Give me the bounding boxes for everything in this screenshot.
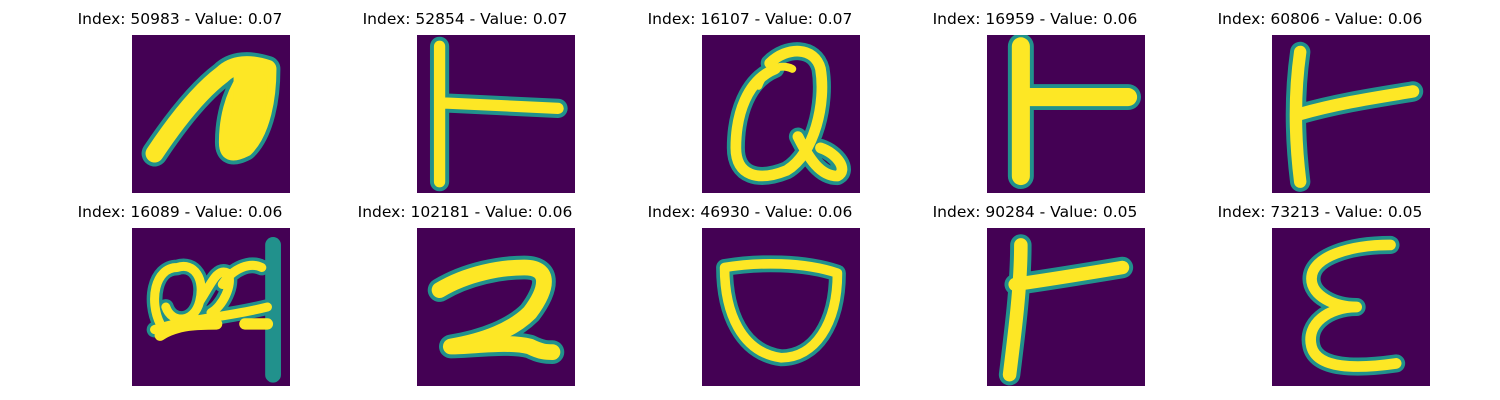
panel-title: Index: 16107 - Value: 0.07 [647,10,853,28]
image-panel-3: Index: 16107 - Value: 0.07 [600,0,900,200]
image-panel-9: Index: 90284 - Value: 0.05 [885,193,1185,393]
image-panel-8: Index: 46930 - Value: 0.06 [600,193,900,393]
digit-image-digit-2 [417,228,575,386]
image-panel-10: Index: 73213 - Value: 0.05 [1170,193,1470,393]
image-panel-6: Index: 16089 - Value: 0.06 [30,193,330,393]
digit-image-q-loop [702,35,860,193]
panel-title: Index: 90284 - Value: 0.05 [932,203,1138,221]
digit-image-n-blob [132,35,290,193]
digit-image-t-sideways-slanted [987,228,1145,386]
digit-image-epsilon [1272,228,1430,386]
panel-title: Index: 16089 - Value: 0.06 [77,203,283,221]
digit-image-t-sideways [417,35,575,193]
image-panel-2: Index: 52854 - Value: 0.07 [315,0,615,200]
panel-title: Index: 50983 - Value: 0.07 [77,10,283,28]
panel-title: Index: 102181 - Value: 0.06 [357,203,573,221]
digit-image-u-bowl [702,228,860,386]
image-panel-5: Index: 60806 - Value: 0.06 [1170,0,1470,200]
image-panel-7: Index: 102181 - Value: 0.06 [315,193,615,393]
panel-title: Index: 60806 - Value: 0.06 [1217,10,1423,28]
panel-title: Index: 16959 - Value: 0.06 [932,10,1138,28]
panel-title: Index: 73213 - Value: 0.05 [1217,203,1423,221]
digit-image-scribble [132,228,290,386]
image-panel-1: Index: 50983 - Value: 0.07 [30,0,330,200]
digit-image-t-sideways-thin [1272,35,1430,193]
digit-image-t-sideways-bold [987,35,1145,193]
image-panel-4: Index: 16959 - Value: 0.06 [885,0,1185,200]
panel-title: Index: 52854 - Value: 0.07 [362,10,568,28]
panel-title: Index: 46930 - Value: 0.06 [647,203,853,221]
